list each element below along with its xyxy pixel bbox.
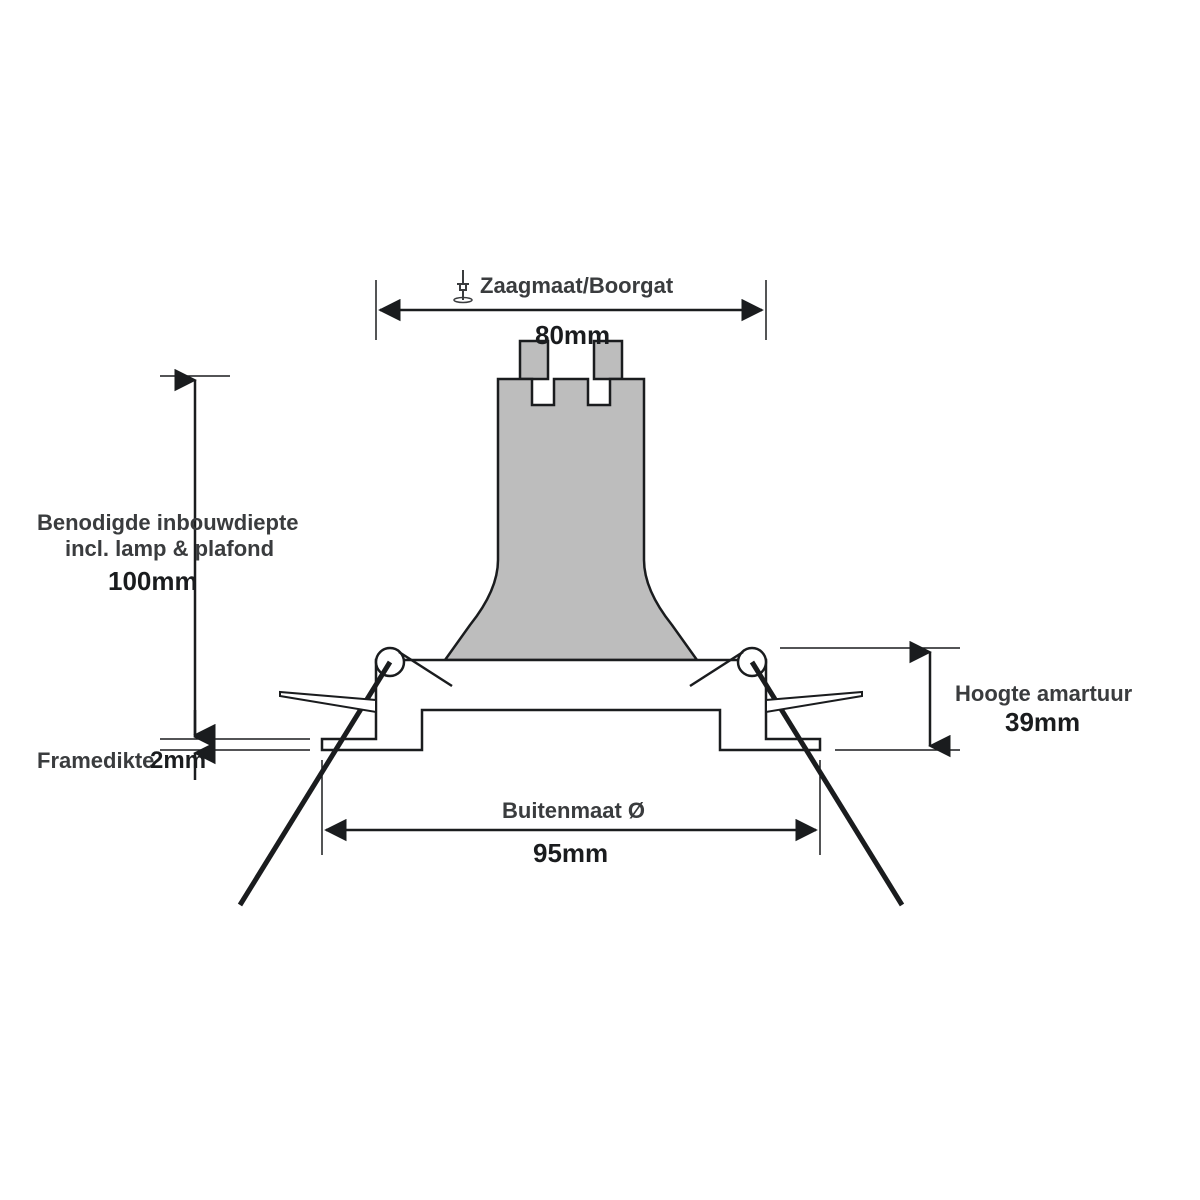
zaagmaat-label: Zaagmaat/Boorgat — [480, 273, 674, 298]
inbouw-label1: Benodigde inbouwdiepte — [37, 510, 299, 535]
zaagmaat-value: 80mm — [535, 320, 610, 350]
technical-diagram: Zaagmaat/Boorgat 80mm Benodigde inbouwdi… — [0, 0, 1200, 1200]
bulb — [445, 341, 697, 660]
buitenmaat-label: Buitenmaat Ø — [502, 798, 645, 823]
dim-buitenmaat: Buitenmaat Ø 95mm — [322, 760, 820, 868]
hoogte-value: 39mm — [1005, 707, 1080, 737]
hoogte-label: Hoogte amartuur — [955, 681, 1133, 706]
framedikte-label: Framedikte — [37, 748, 154, 773]
buitenmaat-value: 95mm — [533, 838, 608, 868]
framedikte-value: 2mm — [150, 747, 206, 774]
inbouw-value: 100mm — [108, 566, 198, 596]
dim-inbouwdiepte: Benodigde inbouwdiepte incl. lamp & plaf… — [37, 376, 310, 739]
dim-framedikte: Framedikte 2mm — [37, 710, 310, 780]
inbouw-label2: incl. lamp & plafond — [65, 536, 274, 561]
dim-zaagmaat: Zaagmaat/Boorgat 80mm — [376, 270, 766, 350]
